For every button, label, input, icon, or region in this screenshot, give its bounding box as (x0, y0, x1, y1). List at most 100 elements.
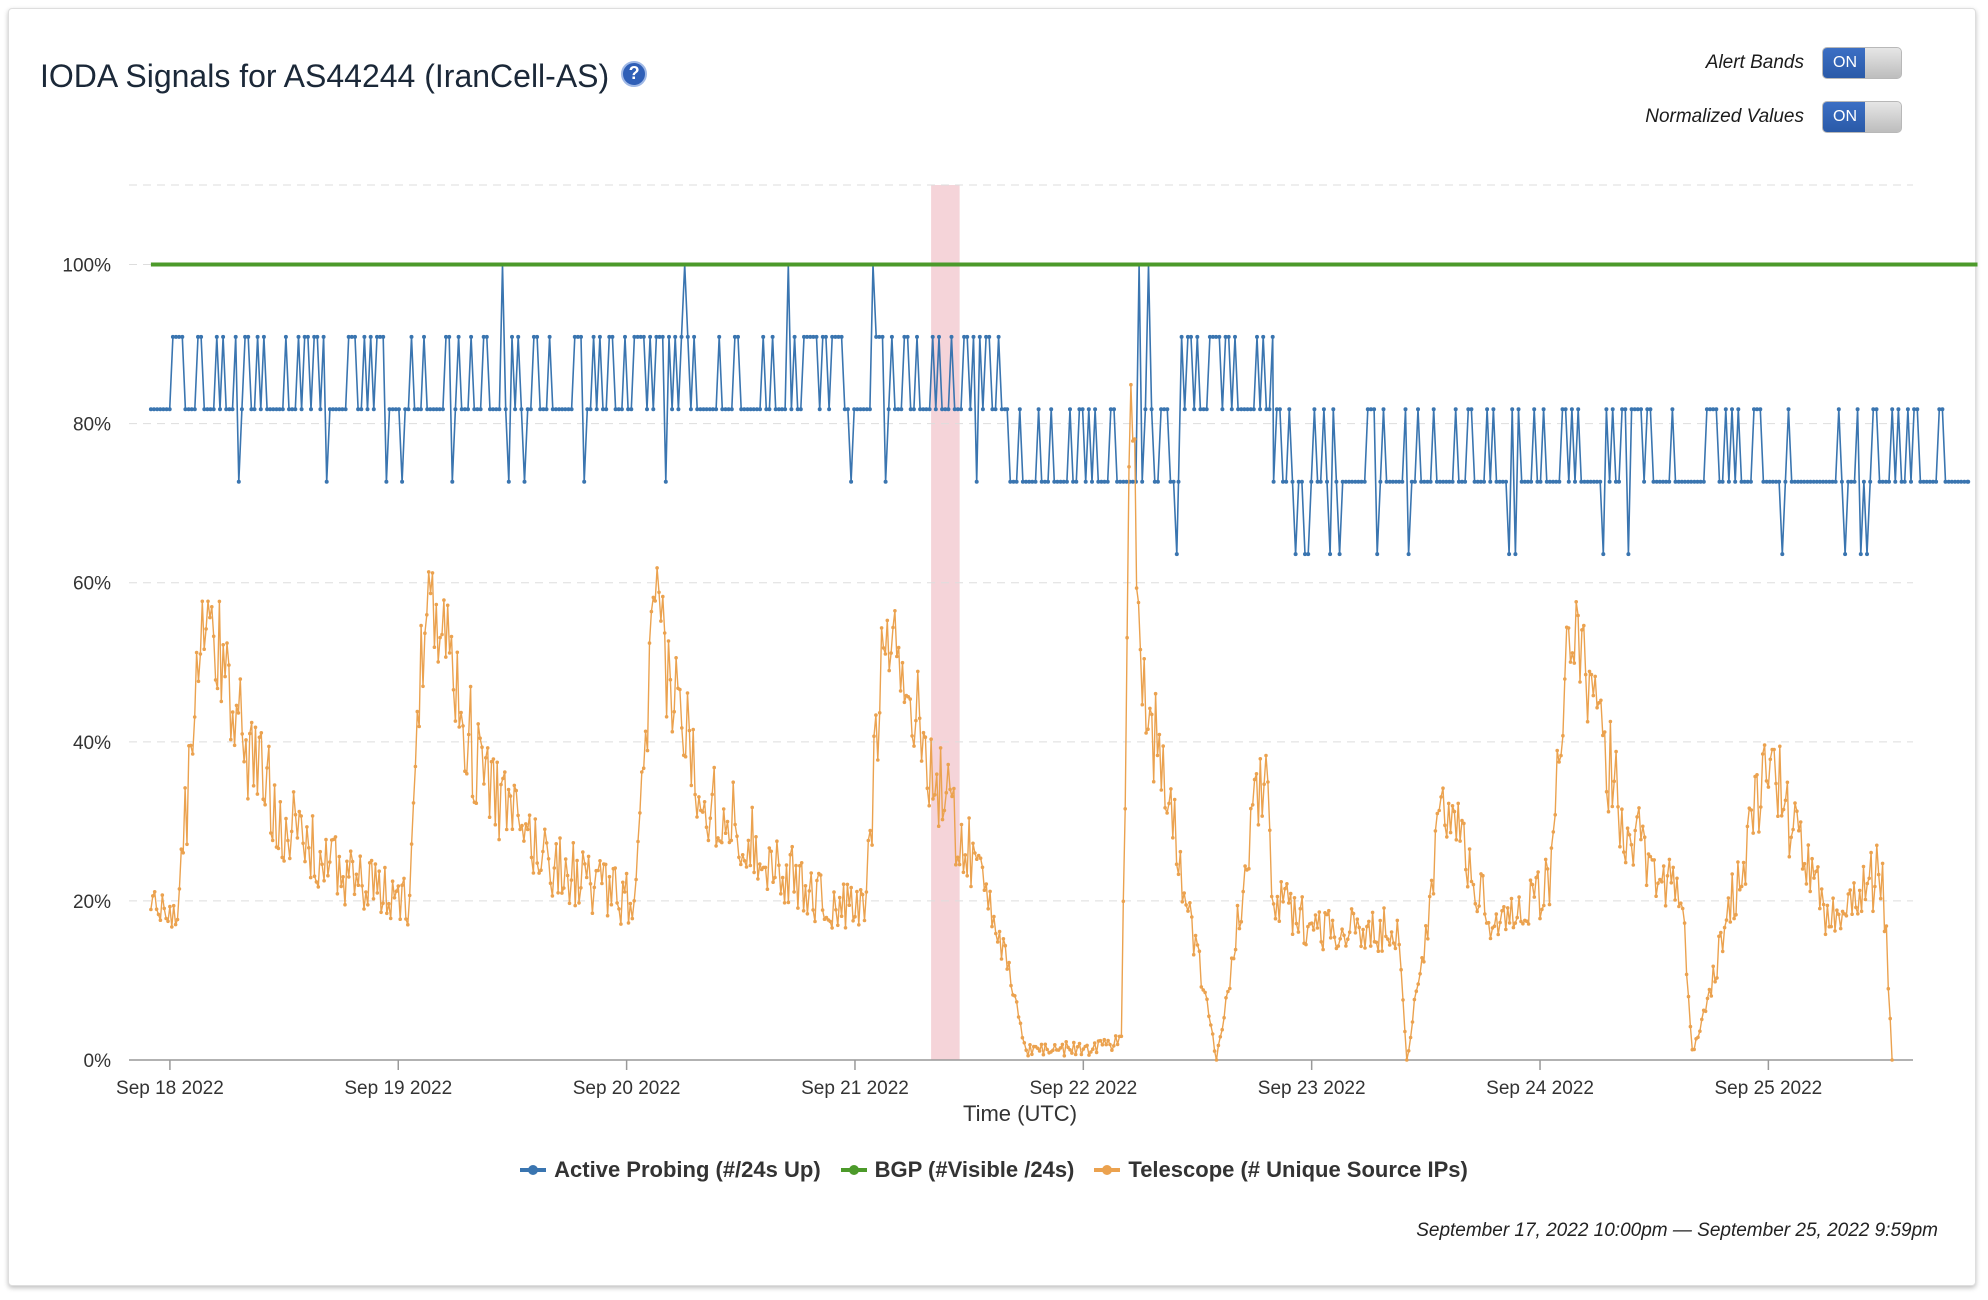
alert-bands-toggle[interactable]: ON (1822, 47, 1902, 79)
help-icon[interactable]: ? (621, 60, 648, 87)
data-point-active-probing (557, 407, 562, 412)
data-point-telescope (1081, 1047, 1086, 1051)
data-point-active-probing (315, 334, 320, 339)
data-point-telescope (400, 883, 404, 887)
data-point-telescope (1439, 795, 1443, 799)
data-point-active-probing (1839, 479, 1844, 484)
normalized-values-state: ON (1823, 102, 1867, 132)
data-point-telescope (1321, 947, 1325, 952)
data-point-active-probing (1226, 334, 1231, 339)
data-point-active-probing (1905, 407, 1910, 412)
data-point-telescope (1146, 727, 1150, 731)
data-point-active-probing (491, 407, 496, 412)
data-point-telescope (584, 875, 589, 880)
data-point-telescope (689, 783, 694, 788)
data-point-active-probing (1626, 552, 1631, 557)
data-point-active-probing (1450, 479, 1455, 484)
data-point-telescope (413, 764, 418, 769)
data-point-telescope (1582, 623, 1586, 628)
data-point-active-probing (1033, 479, 1038, 484)
data-point-telescope (1132, 437, 1137, 441)
data-point-active-probing (1513, 552, 1518, 557)
data-point-active-probing (651, 407, 656, 412)
data-point-telescope (347, 875, 351, 879)
data-point-telescope (154, 907, 159, 911)
legend-item-active-probing[interactable]: Active Probing (#/24s Up) (520, 1157, 821, 1183)
data-point-active-probing (249, 407, 254, 412)
data-point-telescope (992, 914, 996, 919)
series-line-active-probing (150, 263, 1969, 555)
data-point-telescope (1642, 835, 1647, 839)
data-point-active-probing (1748, 479, 1753, 484)
data-point-active-probing (613, 407, 618, 412)
legend-item-telescope[interactable]: Telescope (# Unique Source IPs) (1094, 1157, 1468, 1183)
data-point-telescope (544, 841, 549, 845)
data-point-telescope (1328, 936, 1333, 940)
data-point-telescope (208, 615, 212, 620)
data-point-active-probing (1118, 479, 1123, 484)
data-point-telescope (634, 877, 638, 882)
data-point-telescope (573, 903, 577, 908)
data-point-active-probing (1855, 407, 1860, 412)
data-point-telescope (1816, 865, 1820, 869)
data-point-telescope (352, 892, 357, 897)
data-point-telescope (1113, 1034, 1118, 1038)
data-point-active-probing (1159, 407, 1164, 412)
data-point-telescope (1258, 757, 1263, 761)
data-point-active-probing (1516, 407, 1521, 412)
data-point-telescope (1037, 1049, 1042, 1053)
data-point-telescope (1073, 1052, 1078, 1057)
data-point-telescope (204, 627, 208, 631)
data-point-telescope (543, 827, 547, 832)
data-point-telescope (1465, 884, 1470, 889)
data-point-telescope (651, 595, 656, 600)
data-point-telescope (1408, 1035, 1413, 1040)
data-point-active-probing (1767, 479, 1772, 484)
data-point-telescope (1089, 1050, 1093, 1054)
data-point-active-probing (1261, 334, 1266, 339)
data-point-telescope (1825, 903, 1830, 908)
normalized-values-toggle[interactable]: ON (1822, 101, 1902, 133)
data-point-active-probing (1494, 479, 1499, 484)
data-point-telescope (1062, 1054, 1067, 1058)
data-point-telescope (1751, 831, 1755, 835)
data-point-telescope (702, 800, 707, 804)
data-point-telescope (1384, 934, 1388, 939)
data-point-telescope (1505, 906, 1510, 910)
data-point-telescope (1703, 1009, 1708, 1014)
data-point-active-probing (1321, 407, 1326, 412)
data-point-telescope (328, 860, 332, 864)
data-point-telescope (1739, 884, 1744, 889)
data-point-active-probing (921, 407, 926, 412)
data-point-telescope (1711, 964, 1715, 969)
data-point-telescope (581, 850, 585, 854)
data-point-active-probing (1966, 479, 1971, 484)
data-point-active-probing (1786, 407, 1791, 412)
data-point-telescope (1772, 747, 1776, 752)
legend-item-bgp[interactable]: BGP (#Visible /24s) (840, 1157, 1074, 1183)
data-point-telescope (259, 731, 264, 735)
normalized-values-label: Normalized Values (1645, 106, 1804, 127)
data-point-telescope (1481, 873, 1485, 878)
data-point-active-probing (183, 407, 188, 412)
data-point-telescope (558, 836, 562, 840)
data-point-telescope (432, 645, 437, 649)
data-point-telescope (1623, 860, 1628, 865)
data-point-active-probing (1730, 407, 1734, 412)
data-point-telescope (1311, 928, 1316, 932)
data-point-telescope (1715, 976, 1719, 980)
data-point-telescope (586, 854, 591, 859)
data-point-telescope (398, 917, 403, 921)
data-point-active-probing (773, 407, 778, 412)
data-point-active-probing (1115, 479, 1120, 484)
data-point-telescope (149, 907, 153, 912)
data-point-active-probing (252, 407, 257, 412)
data-point-active-probing (1651, 479, 1656, 484)
data-point-active-probing (889, 334, 894, 339)
data-point-active-probing (1500, 479, 1505, 484)
legend-label-active-probing: Active Probing (#/24s Up) (554, 1157, 821, 1182)
data-point-active-probing (224, 407, 229, 412)
data-point-telescope (1766, 785, 1771, 789)
data-point-telescope (1155, 753, 1160, 758)
data-point-telescope (678, 687, 682, 692)
